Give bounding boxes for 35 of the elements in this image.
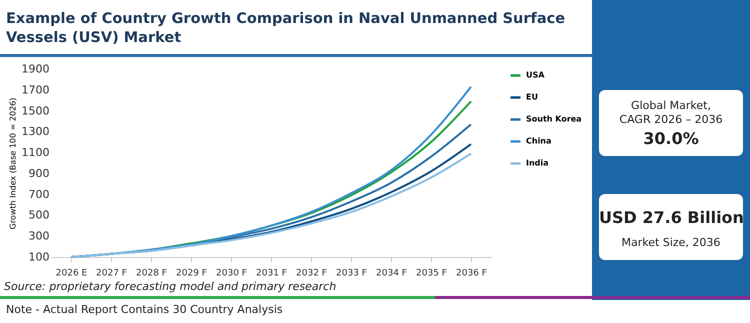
source-note: Source: proprietary forecasting model and primary research — [4, 280, 336, 293]
x-tick-label: 2035 F — [416, 268, 447, 278]
x-tick-label: 2029 F — [176, 268, 207, 278]
text: USD 27.6 Billion — [599, 207, 744, 229]
y-tick-label: 900 — [28, 166, 50, 180]
x-tick-label: 2036 F — [456, 268, 487, 278]
text: Market Size, 2036 — [620, 235, 722, 250]
legend-label: EU — [526, 92, 538, 102]
x-tick-label: 2026 E — [56, 268, 88, 278]
x-tick-label: 2028 F — [136, 268, 167, 278]
text: Global Market, — [630, 98, 712, 113]
y-tick-label: 100 — [28, 250, 50, 264]
y-axis-title: Growth Index (Base 100 = 2026) — [8, 98, 18, 230]
legend-label: South Korea — [526, 114, 582, 124]
chart-title: Example of Country Growth Comparison in Naval Unmanned Surface Vessels (USV) Market — [6, 10, 566, 48]
y-tick-label: 1900 — [22, 62, 50, 76]
x-tick-label: 2033 F — [336, 268, 367, 278]
text: CAGR 2026 – 2036 — [618, 113, 724, 127]
legend-label: China — [526, 136, 552, 146]
x-tick-label: 2031 F — [256, 268, 287, 278]
x-tick-label: 2034 F — [376, 268, 407, 278]
x-tick-label: 2027 F — [96, 268, 127, 278]
text: Note - Actual Report Contains 30 Country Analysis — [6, 303, 283, 316]
legend-label: USA — [526, 70, 546, 80]
text: 30.0% — [642, 128, 700, 150]
y-tick-label: 1100 — [22, 146, 50, 160]
y-tick-label: 500 — [28, 208, 50, 222]
y-tick-label: 1700 — [22, 83, 50, 96]
x-tick-label: 2030 F — [216, 268, 247, 278]
y-tick-label: 700 — [28, 188, 50, 201]
legend-label: India — [526, 158, 549, 168]
y-tick-label: 300 — [28, 230, 50, 243]
x-tick-label: 2032 F — [296, 268, 327, 278]
y-tick-label: 1300 — [22, 125, 50, 138]
y-tick-label: 1500 — [22, 104, 50, 118]
